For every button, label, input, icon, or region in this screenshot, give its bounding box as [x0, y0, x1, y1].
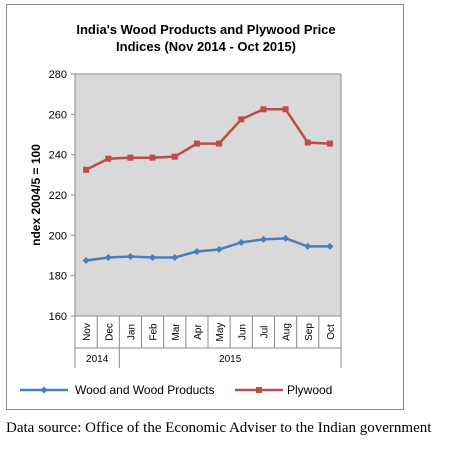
data-point — [215, 245, 223, 253]
year-group-label: 2015 — [219, 354, 242, 365]
data-point — [82, 257, 90, 265]
x-tick-label: Aug — [282, 323, 293, 341]
data-point — [193, 247, 201, 255]
data-point — [304, 139, 311, 146]
y-tick-label: 260 — [49, 109, 67, 121]
data-point — [326, 242, 334, 250]
data-point — [304, 242, 312, 250]
series-layer — [82, 106, 334, 265]
x-tick-label: Apr — [193, 324, 204, 340]
x-axis: Nov Dec Jan Feb Mar Apr May Jun Jul Aug Sep Oct 2014… — [74, 316, 342, 368]
source-note: Data source: Office of the Economic Advi… — [6, 420, 432, 436]
x-tick-label: Jun — [237, 324, 248, 340]
x-tick-label: Jul — [259, 326, 270, 339]
y-tick-label: 160 — [49, 311, 67, 323]
data-point — [282, 234, 290, 242]
data-point — [171, 254, 179, 262]
data-point — [126, 253, 134, 261]
data-point — [216, 140, 223, 147]
legend: Wood and Wood Products Plywood — [20, 383, 332, 397]
data-point — [127, 154, 134, 161]
data-point — [149, 254, 157, 262]
x-tick-label: Sep — [304, 323, 315, 341]
data-point — [238, 116, 245, 123]
data-point — [83, 166, 90, 173]
x-tick-label: Mar — [171, 323, 182, 341]
legend-marker — [256, 387, 262, 393]
y-tick-label: 220 — [49, 190, 67, 202]
chart-title: India's Wood Products and Plywood Price … — [7, 21, 405, 55]
y-tick-label: 240 — [49, 150, 67, 162]
data-point — [149, 154, 156, 161]
data-point — [326, 140, 333, 147]
chart-title-line1: India's Wood Products and Plywood Price — [76, 22, 336, 37]
legend-marker — [40, 386, 48, 394]
data-point — [237, 238, 245, 246]
x-tick-label: Nov — [82, 323, 93, 341]
y-tick-label: 180 — [49, 271, 67, 283]
x-tick-label: May — [215, 323, 226, 342]
legend-label: Plywood — [287, 383, 332, 397]
legend-label: Wood and Wood Products — [75, 383, 215, 397]
chart-title-line2: Indices (Nov 2014 - Oct 2015) — [116, 39, 296, 54]
data-point — [282, 106, 289, 113]
x-tick-label: Feb — [149, 323, 160, 341]
data-point — [259, 235, 267, 243]
data-point — [193, 140, 200, 147]
x-tick-label: Jan — [126, 324, 137, 340]
x-tick-label: Oct — [326, 324, 337, 340]
year-group-label: 2014 — [86, 354, 109, 365]
data-point — [104, 254, 112, 262]
data-point — [171, 153, 178, 160]
plot-area — [74, 73, 342, 317]
data-point — [260, 106, 267, 113]
y-tick-label: 200 — [49, 230, 67, 242]
data-point — [105, 155, 112, 162]
x-tick-label: Dec — [104, 323, 115, 341]
y-axis-label: ndex 2004/5 = 100 — [29, 144, 43, 246]
y-tick-label: 280 — [49, 69, 67, 81]
y-axis: 160 180 200 220 240 260 280 — [49, 69, 75, 323]
series-line-1 — [85, 237, 330, 262]
series-line-2 — [85, 108, 330, 171]
